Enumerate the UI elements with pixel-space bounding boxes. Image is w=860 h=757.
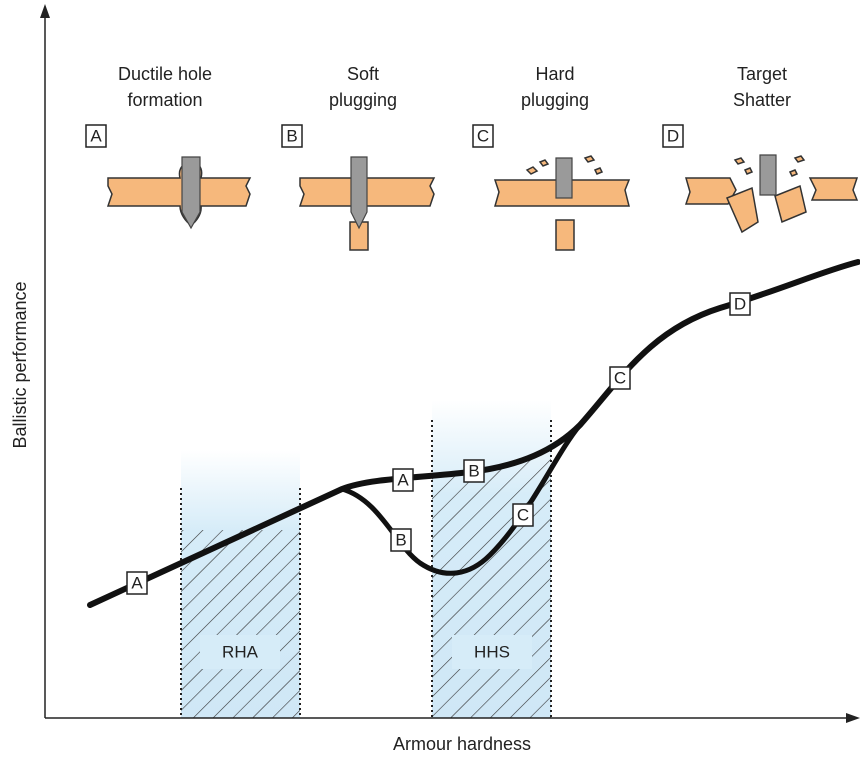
- mechanism-title: Shatter: [733, 90, 791, 110]
- mechanism-title: Ductile hole: [118, 64, 212, 84]
- x-axis-label: Armour hardness: [393, 734, 531, 754]
- curve-label: A: [397, 470, 409, 489]
- curve-label: C: [517, 505, 529, 524]
- axes: Armour hardness Ballistic performance: [10, 4, 860, 754]
- y-axis-label: Ballistic performance: [10, 281, 30, 448]
- mechanism-letter: D: [667, 126, 679, 145]
- mechanism-c: Hard plugging C: [472, 64, 631, 251]
- curve-labels: A A B B C C D: [126, 292, 751, 595]
- mechanism-title: Soft: [347, 64, 379, 84]
- region-label: HHS: [474, 642, 510, 661]
- curve-label: B: [468, 461, 479, 480]
- mechanism-title: plugging: [329, 90, 397, 110]
- mechanism-a: Ductile hole formation A: [85, 64, 252, 230]
- hhs-region: HHS: [431, 400, 552, 718]
- mechanism-b: Soft plugging B: [281, 64, 436, 251]
- region-label: RHA: [222, 642, 259, 661]
- curve-label: C: [614, 368, 626, 387]
- mechanism-title: formation: [127, 90, 202, 110]
- mechanism-letter: C: [477, 126, 489, 145]
- curve-label: B: [395, 530, 406, 549]
- curve-label: A: [131, 573, 143, 592]
- mechanism-title: Target: [737, 64, 787, 84]
- mechanism-letter: A: [90, 126, 102, 145]
- mechanism-title: Hard: [535, 64, 574, 84]
- mechanism-d: Target Shatter D: [662, 64, 859, 234]
- curve-label: D: [734, 294, 746, 313]
- mechanism-letter: B: [286, 126, 297, 145]
- mechanism-title: plugging: [521, 90, 589, 110]
- rha-region: RHA: [180, 450, 301, 718]
- lower-branch-curve: [341, 423, 582, 576]
- performance-curve: [87, 259, 860, 608]
